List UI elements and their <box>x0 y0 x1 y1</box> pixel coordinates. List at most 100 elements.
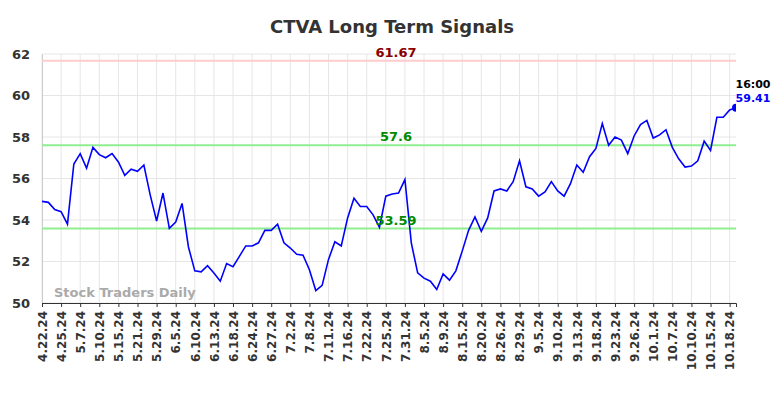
tick: 9.26.24 <box>628 303 642 362</box>
tick: 56 <box>12 171 42 186</box>
tick-mark <box>615 303 616 307</box>
tick-mark <box>348 303 349 307</box>
tick-label: 7.25.24 <box>380 311 394 362</box>
grid-line <box>80 54 81 303</box>
tick-label: 60 <box>12 88 30 103</box>
tick: 8.29.24 <box>513 303 527 362</box>
axis-line <box>43 304 737 308</box>
title: CTVA Long Term Signals <box>270 16 514 37</box>
grid-line <box>213 54 214 303</box>
tick-label: 6.18.24 <box>227 311 241 362</box>
grid-line <box>328 54 329 303</box>
tick: 8.15.24 <box>456 303 470 362</box>
tick: 60 <box>12 88 42 103</box>
tick: 58 <box>12 130 42 145</box>
reference-line <box>42 228 736 230</box>
grid-line <box>156 54 157 303</box>
tick-mark <box>539 303 540 307</box>
tick-label: 9.5.24 <box>532 311 546 354</box>
tick: 62 <box>12 47 42 62</box>
tick: 8.9.24 <box>437 303 451 354</box>
tick-mark <box>711 303 712 307</box>
tick: 6.18.24 <box>227 303 241 362</box>
tick-label: 9.23.24 <box>609 311 623 362</box>
price-line <box>42 108 736 291</box>
tick-label: 6.27.24 <box>265 311 279 362</box>
grid-line <box>557 54 558 303</box>
tick-label: 7.11.24 <box>322 311 336 362</box>
tick-mark <box>195 303 196 307</box>
tick: 8.5.24 <box>418 303 432 354</box>
tick-label: 52 <box>12 254 30 269</box>
axis-line <box>42 55 43 304</box>
tick: 9.10.24 <box>551 303 565 362</box>
tick-label: 7.16.24 <box>341 311 355 362</box>
grid-line <box>595 54 596 303</box>
grid-line <box>710 54 711 303</box>
tick-label: 6.10.24 <box>189 311 203 362</box>
tick-mark <box>558 303 559 307</box>
tick-mark <box>424 303 425 307</box>
grid-line <box>729 54 730 303</box>
grid-line <box>691 54 692 303</box>
grid-line <box>271 54 272 303</box>
tick-mark <box>596 303 597 307</box>
tick: 10.10.24 <box>685 303 699 370</box>
tick: 9.13.24 <box>571 303 585 362</box>
tick-label: 10.7.24 <box>666 311 680 362</box>
tick-mark <box>42 303 43 307</box>
tick: 10.15.24 <box>704 303 718 370</box>
tick-label: 9.10.24 <box>551 311 565 362</box>
tick-mark <box>481 303 482 307</box>
tick-label: 4.22.24 <box>36 311 50 362</box>
tick-label: 8.20.24 <box>475 311 489 362</box>
grid-line <box>538 54 539 303</box>
annotation: 16:00 <box>735 78 770 91</box>
tick-mark <box>176 303 177 307</box>
tick-mark <box>691 303 692 307</box>
annotation: 59.41 <box>736 92 771 105</box>
grid-line <box>462 54 463 303</box>
grid <box>42 54 736 303</box>
tick-label: 7.22.24 <box>360 311 374 362</box>
tick-label: 58 <box>12 130 30 145</box>
tick: 10.1.24 <box>647 303 661 362</box>
tick: 5.10.24 <box>93 303 107 362</box>
reference-label: 61.67 <box>375 45 416 60</box>
grid-line <box>175 54 176 303</box>
tick-mark <box>271 303 272 307</box>
tick-mark <box>443 303 444 307</box>
reference-line <box>42 144 736 146</box>
tick-mark <box>386 303 387 307</box>
tick-label: 8.29.24 <box>513 311 527 362</box>
tick-label: 62 <box>12 47 30 62</box>
tick: 7.22.24 <box>360 303 374 362</box>
tick: 10.7.24 <box>666 303 680 362</box>
tick-mark <box>157 303 158 307</box>
tick-label: 6.13.24 <box>208 311 222 362</box>
tick-mark <box>329 303 330 307</box>
tick-label: 10.15.24 <box>704 311 718 370</box>
grid-line <box>137 54 138 303</box>
x-axis: 4.22.244.25.245.7.245.10.245.15.245.21.2… <box>36 303 738 370</box>
tick: 7.16.24 <box>341 303 355 362</box>
grid-line <box>194 54 195 303</box>
tick-mark <box>500 303 501 307</box>
grid-line <box>500 54 501 303</box>
grid-line <box>309 54 310 303</box>
tick-mark <box>61 303 62 307</box>
grid-line <box>252 54 253 303</box>
tick-label: 9.13.24 <box>571 311 585 362</box>
tick: 8.20.24 <box>475 303 489 362</box>
tick: 54 <box>12 213 42 228</box>
tick: 6.27.24 <box>265 303 279 362</box>
grid-line <box>347 54 348 303</box>
tick-mark <box>233 303 234 307</box>
tick-label: 4.25.24 <box>55 311 69 362</box>
grid-line <box>443 54 444 303</box>
grid-line <box>118 54 119 303</box>
tick-label: 5.10.24 <box>93 311 107 362</box>
tick: 5.29.24 <box>150 303 164 362</box>
tick-mark <box>214 303 215 307</box>
watermark: Stock Traders Daily <box>54 285 196 300</box>
